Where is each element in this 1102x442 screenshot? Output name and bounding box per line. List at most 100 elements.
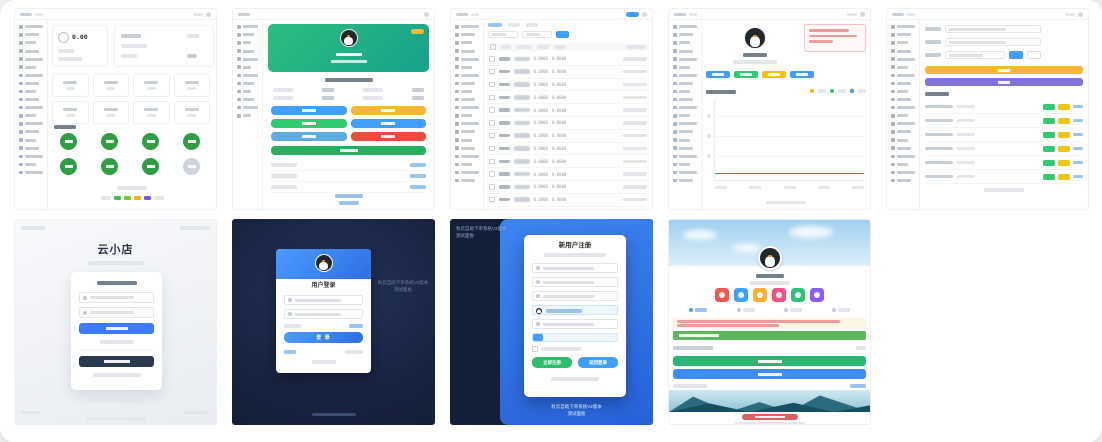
reset-button[interactable] xyxy=(1027,51,1041,59)
login-button[interactable]: 登 录 xyxy=(284,332,363,343)
row-checkbox[interactable] xyxy=(489,158,495,165)
filter-input[interactable] xyxy=(522,31,552,38)
ui-fragment xyxy=(461,106,479,110)
ui-fragment xyxy=(339,149,358,152)
search-button[interactable] xyxy=(556,31,569,38)
nav-tab[interactable] xyxy=(784,308,803,312)
action-button[interactable] xyxy=(350,106,426,115)
mini-sidebar xyxy=(451,20,484,209)
confirm-password-input[interactable] xyxy=(532,291,618,301)
ui-fragment xyxy=(381,122,396,125)
action-button[interactable] xyxy=(350,132,426,141)
row-checkbox[interactable] xyxy=(489,107,495,113)
profile-button[interactable] xyxy=(790,71,814,78)
text-input[interactable] xyxy=(945,25,1041,33)
qq-quick-row[interactable] xyxy=(532,305,618,315)
row-checkbox[interactable] xyxy=(489,81,495,88)
account-input[interactable] xyxy=(79,292,154,303)
slider-captcha[interactable] xyxy=(532,333,618,342)
action-button[interactable] xyxy=(350,119,426,128)
remember-me xyxy=(284,324,302,328)
screenshot-order-table[interactable]: 0.0000 0.0000 0.0000 0.0000 xyxy=(450,8,653,210)
back-login-button[interactable]: 返回登录 xyxy=(578,357,618,368)
table-row: 0.0000 0.0000 xyxy=(487,207,649,209)
screenshot-shop-admin-login[interactable]: 云小店 xyxy=(14,219,217,425)
ui-fragment xyxy=(35,12,43,16)
screenshot-user-login[interactable]: 用户登录 登 录 秋云自助下单系统V2版本 测试面板 xyxy=(232,219,435,425)
amount-cell: 0.0000 xyxy=(551,94,567,100)
profile-button[interactable] xyxy=(706,71,730,78)
ui-fragment xyxy=(25,154,43,158)
table-row: 0.0000 0.0000 xyxy=(487,66,649,79)
app-icon[interactable] xyxy=(734,288,748,302)
row-checkbox[interactable] xyxy=(489,120,495,126)
app-icon[interactable] xyxy=(715,288,729,302)
query-button[interactable] xyxy=(1009,51,1023,59)
row-checkbox[interactable] xyxy=(489,184,495,190)
account-input[interactable] xyxy=(284,295,363,305)
legend-dot-blue xyxy=(850,89,854,93)
tabs xyxy=(488,23,538,27)
password-input[interactable] xyxy=(532,277,618,287)
ui-fragment xyxy=(677,324,779,327)
submit-button[interactable] xyxy=(271,146,426,155)
app-icon[interactable] xyxy=(810,288,824,302)
action-button[interactable] xyxy=(271,119,347,128)
order-button[interactable] xyxy=(673,356,866,366)
ui-fragment xyxy=(679,179,693,183)
ui-fragment xyxy=(546,309,582,313)
action-button[interactable] xyxy=(271,132,347,141)
terms-checkbox[interactable] xyxy=(532,346,538,352)
ui-fragment xyxy=(295,298,342,302)
row-checkbox[interactable] xyxy=(489,171,495,177)
app-icon[interactable] xyxy=(772,288,786,302)
select-input[interactable] xyxy=(945,51,1005,59)
ui-fragment xyxy=(784,308,789,312)
nav-tab[interactable] xyxy=(736,308,755,312)
contact-input[interactable] xyxy=(532,319,618,329)
ui-fragment xyxy=(712,73,724,76)
screenshot-settings-form[interactable] xyxy=(886,8,1089,210)
amount-cell: 0.0000 xyxy=(533,184,548,190)
password-input[interactable] xyxy=(79,307,154,318)
register-button[interactable]: 立即注册 xyxy=(532,357,572,368)
ui-fragment xyxy=(25,138,36,142)
profile-button[interactable] xyxy=(762,71,786,78)
yellow-bar-button[interactable] xyxy=(925,66,1083,74)
select-row[interactable] xyxy=(673,343,866,354)
screenshot-profile-stats[interactable] xyxy=(668,8,871,210)
back-home-button[interactable] xyxy=(79,356,154,367)
text-input[interactable] xyxy=(945,38,1041,46)
purple-bar-button[interactable] xyxy=(925,78,1083,86)
redacted-name xyxy=(513,146,530,151)
login-button[interactable] xyxy=(79,323,154,334)
query-button[interactable] xyxy=(673,369,866,379)
password-input[interactable] xyxy=(284,309,363,319)
row-checkbox[interactable] xyxy=(489,56,495,62)
nav-tab[interactable] xyxy=(689,308,707,312)
row-checkbox[interactable] xyxy=(489,68,495,75)
ui-fragment xyxy=(1065,12,1075,16)
app-icon[interactable] xyxy=(753,288,767,302)
row-checkbox[interactable] xyxy=(489,145,495,152)
screenshot-storefront[interactable] xyxy=(668,219,871,425)
username-input[interactable] xyxy=(532,263,618,273)
filter-input[interactable] xyxy=(488,31,518,38)
ui-fragment xyxy=(193,11,211,17)
screenshot-admin-dashboard[interactable]: 0.00 xyxy=(14,8,217,210)
row-checkbox[interactable] xyxy=(489,196,495,203)
screenshot-user-register[interactable]: 秋云自助下单系统V2版本 测试面板 新用户注册 xyxy=(450,219,653,425)
nav-tab[interactable] xyxy=(831,308,850,312)
screenshot-user-center[interactable] xyxy=(232,8,435,210)
legend-dot-yellow xyxy=(810,89,814,93)
time-cell xyxy=(623,121,647,125)
ui-fragment xyxy=(789,226,833,238)
row-checkbox[interactable] xyxy=(489,94,495,101)
ui-fragment xyxy=(809,34,857,37)
profile-button[interactable] xyxy=(734,71,758,78)
action-button[interactable] xyxy=(271,106,347,115)
ui-fragment xyxy=(193,12,203,16)
app-icon[interactable] xyxy=(791,288,805,302)
row-checkbox[interactable] xyxy=(489,132,495,139)
login-card xyxy=(71,272,162,390)
